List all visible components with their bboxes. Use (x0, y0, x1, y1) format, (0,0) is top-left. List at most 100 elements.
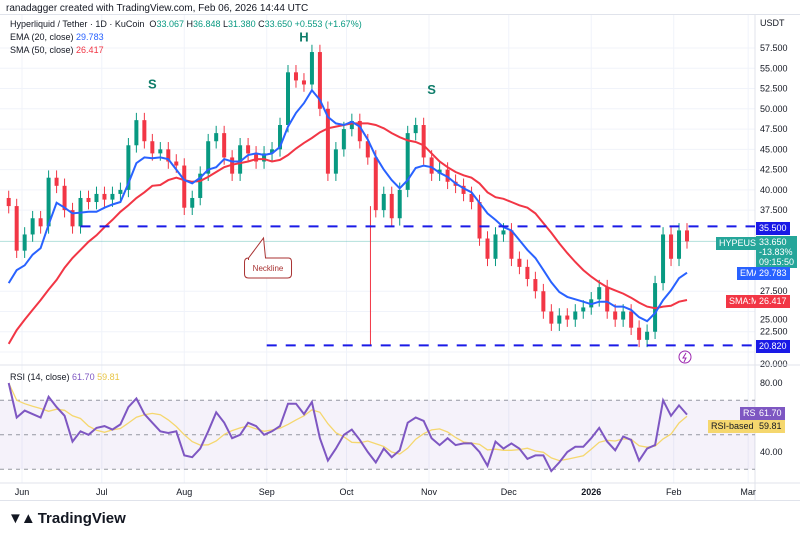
price-axis-label: 50.000 (760, 104, 788, 114)
candle (166, 149, 171, 162)
candle (405, 133, 410, 190)
time-axis-label: Nov (421, 487, 438, 497)
candle (62, 185, 67, 211)
candle (126, 145, 131, 190)
left-shoulder-label: S (148, 77, 157, 92)
candle (573, 311, 578, 320)
ema-legend[interactable]: EMA (20, close) 29.783 (10, 31, 362, 44)
open-label: O (149, 19, 157, 29)
rsi-name-tag: RSI (740, 407, 762, 420)
rsi-value-tag: 61.70 (756, 407, 785, 420)
candle (541, 291, 546, 312)
neckline-callout-text: Neckline (253, 264, 284, 273)
candle (549, 311, 554, 324)
candle (461, 185, 466, 194)
candle (645, 331, 650, 340)
candle (525, 266, 530, 280)
candle (637, 327, 642, 340)
candle (317, 52, 322, 109)
candle (22, 234, 27, 251)
candle (190, 197, 195, 208)
candle (597, 287, 602, 300)
high-value: 36.848 (192, 19, 221, 29)
bar-countdown: 09:15:50 (759, 257, 795, 267)
candle (533, 279, 538, 292)
candle (365, 141, 370, 158)
candle (293, 72, 298, 81)
candle (325, 108, 330, 174)
time-axis-label: 2026 (581, 487, 601, 497)
time-axis-label: Oct (340, 487, 355, 497)
rsi-legend[interactable]: RSI (14, close) 61.70 59.81 (10, 372, 120, 382)
price-axis-label: 25.000 (760, 314, 788, 324)
candle (333, 149, 338, 174)
neckline-callout-box (244, 236, 293, 279)
candle (669, 234, 674, 259)
open-value: 33.067 (156, 19, 184, 29)
chart-frame[interactable] (0, 14, 800, 501)
candle (517, 258, 522, 267)
tradingview-logo[interactable]: ▼▲ TradingView (8, 510, 126, 527)
candle (46, 177, 51, 227)
rsi-ma-value-tag: 59.81 (756, 420, 785, 433)
right-shoulder-label: S (427, 82, 436, 97)
candle (70, 210, 75, 227)
candle (605, 287, 610, 312)
candle (206, 141, 211, 174)
candle (309, 52, 314, 85)
candle (6, 197, 11, 207)
candle (349, 120, 354, 130)
price-axis-label: 47.500 (760, 124, 788, 134)
price-axis-label: 57.500 (760, 43, 788, 53)
price-axis-label: 22.500 (760, 327, 788, 337)
candle (86, 197, 91, 203)
candle (445, 169, 450, 182)
candle (477, 202, 482, 239)
candle (565, 315, 570, 320)
candle (557, 315, 562, 324)
candle (238, 145, 243, 174)
time-axis-label: Aug (176, 487, 192, 497)
candle (677, 230, 682, 259)
close-label: C (258, 19, 265, 29)
candle (150, 141, 155, 154)
candle (381, 193, 386, 211)
price-axis-label: 55.000 (760, 63, 788, 73)
sma-legend[interactable]: SMA (50, close) 26.417 (10, 44, 362, 57)
chart-credit: ranadagger created with TradingView.com,… (6, 3, 309, 14)
symbol-legend[interactable]: Hyperliquid / Tether · 1D · KuCoin O33.0… (10, 18, 362, 31)
candle (198, 173, 203, 198)
candle (102, 193, 107, 200)
currency-label[interactable]: USDT (760, 18, 785, 28)
candle (485, 238, 490, 259)
ema-value: 29.783 (76, 32, 104, 42)
candle (421, 125, 426, 158)
head-label: H (299, 30, 308, 45)
price-axis-label: 42.500 (760, 165, 788, 175)
sma-price-tag: 26.417 (756, 295, 790, 308)
candle (142, 120, 147, 142)
last-price: 33.650 (759, 237, 787, 247)
candle (661, 234, 666, 284)
candle (397, 189, 402, 219)
candle (685, 230, 689, 242)
candle (158, 149, 163, 154)
candle (254, 153, 259, 162)
candle (301, 80, 306, 85)
ema-label: EMA (20, close) (10, 32, 74, 42)
ema20-line (7, 88, 688, 323)
candle (278, 125, 283, 150)
brand-name: TradingView (37, 510, 126, 527)
rsi-label: RSI (14, close) (10, 372, 70, 382)
candle (613, 311, 618, 320)
low-label: L (223, 19, 229, 29)
candle (357, 120, 362, 142)
alert-flash-icon (678, 350, 692, 364)
alert-flash-icon-bolt (682, 352, 687, 363)
support-price-tag: 20.820 (756, 340, 790, 353)
candle (270, 149, 275, 154)
candle (110, 193, 115, 200)
change-value: +0.553 (+1.67%) (294, 19, 362, 29)
ema-price-tag: 29.783 (756, 267, 790, 280)
